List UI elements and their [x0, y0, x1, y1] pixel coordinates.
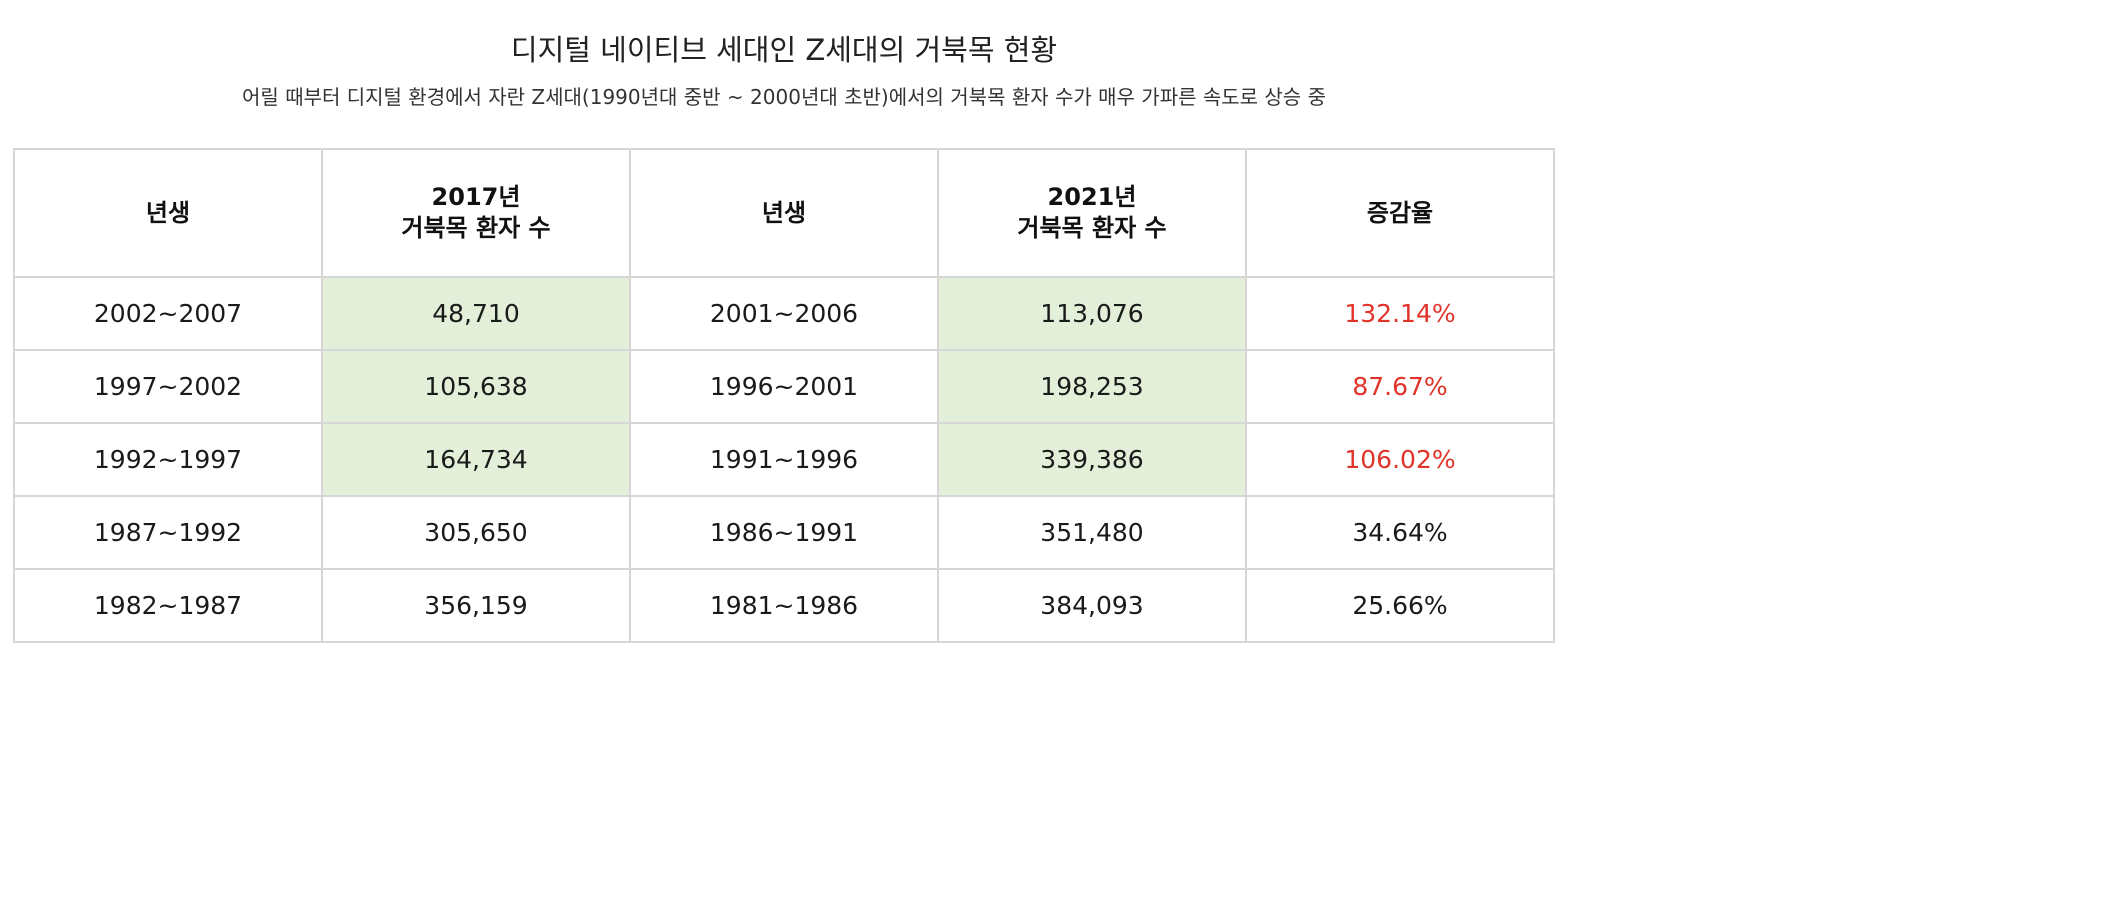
header-change-rate: 증감율 [1245, 148, 1555, 278]
table-body: 2002~2007 48,710 2001~2006 113,076 132.14% 19… [13, 276, 1555, 643]
cell-birth-2021: 2001~2006 [629, 276, 939, 351]
cell-change-rate: 132.14% [1245, 276, 1555, 351]
header-line2: 거북목 환자 수 [1017, 214, 1167, 242]
cell-birth-2017: 1997~2002 [13, 349, 323, 424]
cell-birth-2017: 1992~1997 [13, 422, 323, 497]
cell-patients-2017: 164,734 [321, 422, 631, 497]
cell-patients-2021: 198,253 [937, 349, 1247, 424]
cell-patients-2021: 339,386 [937, 422, 1247, 497]
header-patients-2017: 2017년 거북목 환자 수 [321, 148, 631, 278]
header-line2: 거북목 환자 수 [401, 214, 551, 242]
chart-subtitle: 어릴 때부터 디지털 환경에서 자란 Z세대(1990년대 중반 ~ 2000년… [242, 85, 1326, 109]
cell-change-rate: 106.02% [1245, 422, 1555, 497]
header-line1: 년생 [761, 198, 807, 227]
cell-patients-2021: 384,093 [937, 568, 1247, 643]
cell-patients-2017: 356,159 [321, 568, 631, 643]
table-row: 1997~2002 105,638 1996~2001 198,253 87.67% [13, 349, 1555, 424]
header-line1: 증감율 [1366, 198, 1434, 227]
header-birth-2017: 년생 [13, 148, 323, 278]
table-row: 1987~1992 305,650 1986~1991 351,480 34.64% [13, 495, 1555, 570]
cell-patients-2017: 48,710 [321, 276, 631, 351]
cell-patients-2017: 105,638 [321, 349, 631, 424]
chart-title: 디지털 네이티브 세대인 Z세대의 거북목 현황 [510, 33, 1058, 67]
cell-birth-2021: 1986~1991 [629, 495, 939, 570]
cell-patients-2017: 305,650 [321, 495, 631, 570]
cell-birth-2021: 1991~1996 [629, 422, 939, 497]
header-birth-2021: 년생 [629, 148, 939, 278]
header-line1: 2017년 [431, 183, 521, 211]
table-row: 2002~2007 48,710 2001~2006 113,076 132.14% [13, 276, 1555, 351]
header-patients-2021: 2021년 거북목 환자 수 [937, 148, 1247, 278]
table-row: 1992~1997 164,734 1991~1996 339,386 106.02% [13, 422, 1555, 497]
cell-birth-2017: 2002~2007 [13, 276, 323, 351]
cell-birth-2021: 1981~1986 [629, 568, 939, 643]
header-line1: 년생 [145, 198, 191, 227]
cell-change-rate: 25.66% [1245, 568, 1555, 643]
data-table-container: 년생 2017년 거북목 환자 수 년생 2021년 거북목 환자 수 증감율 … [13, 148, 1555, 643]
cell-birth-2017: 1987~1992 [13, 495, 323, 570]
cell-patients-2021: 351,480 [937, 495, 1247, 570]
table-row: 1982~1987 356,159 1981~1986 384,093 25.66% [13, 568, 1555, 643]
cell-change-rate: 34.64% [1245, 495, 1555, 570]
header-line1: 2021년 [1047, 183, 1137, 211]
cell-birth-2021: 1996~2001 [629, 349, 939, 424]
cell-birth-2017: 1982~1987 [13, 568, 323, 643]
data-table: 년생 2017년 거북목 환자 수 년생 2021년 거북목 환자 수 증감율 … [13, 148, 1555, 643]
cell-patients-2021: 113,076 [937, 276, 1247, 351]
header-row: 년생 2017년 거북목 환자 수 년생 2021년 거북목 환자 수 증감율 [13, 148, 1555, 278]
cell-change-rate: 87.67% [1245, 349, 1555, 424]
